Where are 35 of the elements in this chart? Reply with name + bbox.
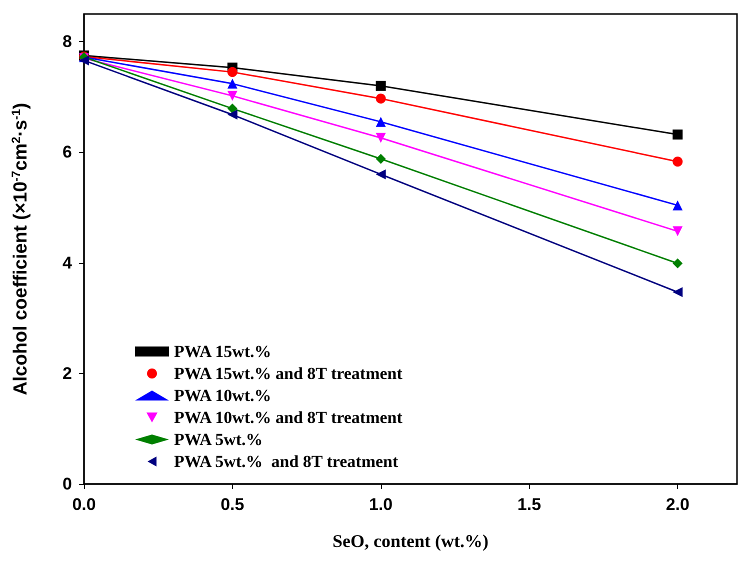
- legend-label: PWA 15wt.%: [174, 342, 272, 361]
- legend-label: PWA 5wt.% and 8T treatment: [174, 452, 398, 471]
- y-tick-label: 8: [62, 32, 72, 52]
- point: [672, 156, 683, 167]
- point: [376, 80, 386, 91]
- point: [227, 110, 238, 120]
- x-tick-label: 2.0: [666, 495, 690, 514]
- y-tick-label: 2: [62, 364, 72, 383]
- point: [672, 130, 683, 140]
- point: [227, 78, 238, 89]
- point: [672, 200, 683, 210]
- y-axis-title: Alcohol coefficient (×10-7cm2·s-1): [9, 102, 32, 396]
- y-tick-label: 6: [62, 142, 72, 162]
- point: [376, 116, 386, 127]
- legend-label: PWA 15wt.% and 8T treatment: [174, 364, 403, 383]
- point: [672, 287, 683, 298]
- legend-label: PWA 10wt.%: [174, 386, 272, 405]
- y-tick-label: 4: [62, 253, 73, 272]
- point: [672, 258, 683, 268]
- point: [227, 67, 238, 78]
- legend-label: PWA 5wt.%: [174, 430, 263, 449]
- x-tick-label: 1.5: [517, 495, 542, 514]
- x-tick-label: 0.5: [220, 495, 244, 514]
- x-tick-label: 1.0: [369, 495, 393, 514]
- point: [376, 94, 386, 104]
- legend-label: PWA 10wt.% and 8T treatment: [174, 408, 403, 427]
- point: [376, 132, 386, 143]
- point: [227, 90, 238, 101]
- point: [376, 154, 386, 164]
- point: [227, 104, 238, 114]
- x-axis-title: SeO, content (wt.%): [332, 531, 488, 551]
- point: [672, 226, 683, 236]
- point: [376, 169, 386, 180]
- x-tick-label: 0.0: [72, 495, 96, 514]
- y-tick-label: 0: [62, 474, 72, 494]
